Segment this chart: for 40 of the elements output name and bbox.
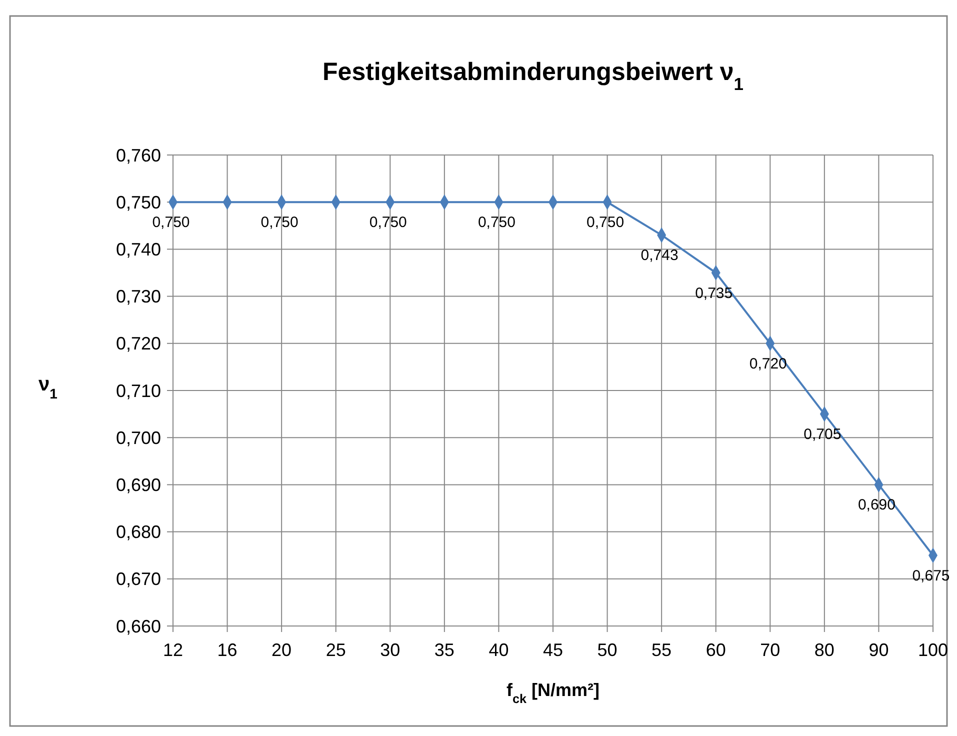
x-axis-title: f$_{ck}$ [N/mm²] bbox=[506, 680, 600, 706]
x-tick-label: 100 bbox=[918, 640, 948, 660]
data-label: 0,750 bbox=[586, 214, 624, 232]
x-tick-label: 50 bbox=[597, 640, 618, 660]
x-tick-label: 80 bbox=[814, 640, 834, 660]
x-tick-label: 55 bbox=[652, 640, 672, 660]
y-tick-label: 0,720 bbox=[116, 334, 161, 354]
x-tick-label: 20 bbox=[272, 640, 292, 660]
y-tick-label: 0,670 bbox=[116, 569, 161, 590]
x-tick-label: 40 bbox=[488, 640, 509, 660]
y-tick-label: 0,700 bbox=[116, 428, 161, 448]
data-label: 0,743 bbox=[640, 247, 678, 264]
data-label: 0,705 bbox=[804, 426, 842, 444]
y-tick-label: 0,680 bbox=[116, 522, 161, 542]
data-label: 0,720 bbox=[749, 355, 787, 372]
data-label: 0,675 bbox=[912, 567, 950, 584]
data-label: 0,735 bbox=[695, 284, 733, 302]
x-tick-label: 30 bbox=[380, 640, 400, 660]
x-tick-label: 25 bbox=[326, 640, 346, 660]
x-tick-label: 45 bbox=[542, 640, 564, 660]
data-label: 0,750 bbox=[152, 214, 190, 232]
y-tick-label: 0,750 bbox=[116, 192, 161, 212]
y-axis-title: ν$_{1}$ bbox=[38, 374, 58, 402]
data-label: 0,750 bbox=[260, 214, 298, 232]
data-label: 0,690 bbox=[858, 496, 896, 514]
y-tick-label: 0,730 bbox=[116, 286, 161, 307]
y-tick-label: 0,740 bbox=[116, 240, 161, 260]
y-tick-label: 0,760 bbox=[116, 145, 161, 166]
y-tick-label: 0,710 bbox=[116, 380, 161, 401]
x-tick-label: 60 bbox=[706, 640, 726, 660]
data-label: 0,750 bbox=[478, 214, 516, 232]
x-tick-label: 70 bbox=[760, 640, 780, 660]
x-tick-label: 16 bbox=[217, 640, 238, 660]
data-label: 0,750 bbox=[369, 214, 407, 232]
x-tick-label: 35 bbox=[434, 640, 454, 660]
y-tick-label: 0,660 bbox=[116, 616, 161, 636]
x-tick-label: 90 bbox=[868, 640, 889, 660]
x-tick-label: 12 bbox=[162, 640, 184, 660]
y-tick-label: 0,690 bbox=[116, 475, 161, 495]
chart-title: Festigkeitsabminderungsbeiwert ν$_{1}$ bbox=[322, 58, 744, 94]
